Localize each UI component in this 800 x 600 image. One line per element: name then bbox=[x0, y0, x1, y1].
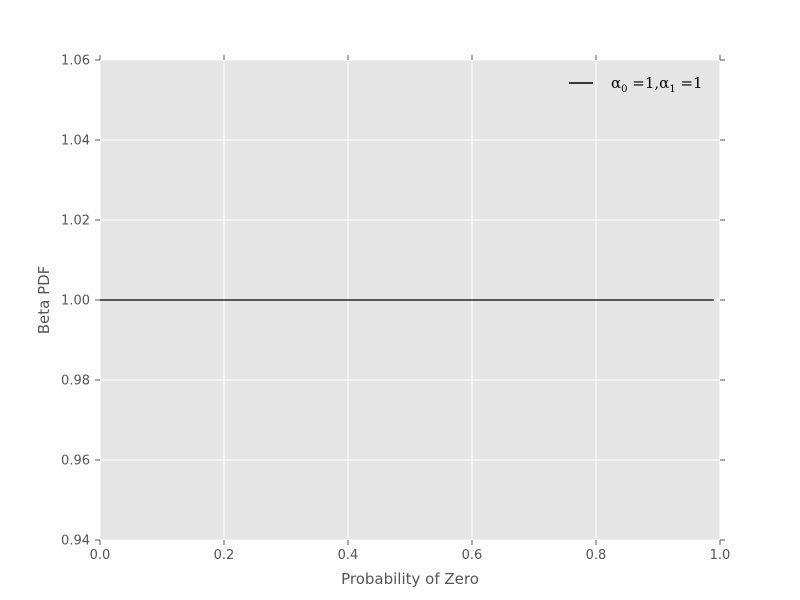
tick-marks bbox=[95, 55, 725, 545]
y-axis-label: Beta PDF bbox=[35, 266, 53, 335]
x-tick-label: 0.4 bbox=[338, 548, 359, 563]
y-tick-label: 1.02 bbox=[61, 214, 90, 229]
x-tick-label: 0.8 bbox=[586, 548, 607, 563]
x-tick-label: 0.6 bbox=[462, 548, 483, 563]
y-tick-label: 1.00 bbox=[61, 294, 90, 309]
x-axis-label: Probability of Zero bbox=[341, 570, 479, 588]
y-tick-label: 0.94 bbox=[61, 534, 90, 549]
y-tick-labels: 0.94 0.96 0.98 1.00 1.02 1.04 1.06 bbox=[61, 54, 90, 549]
y-tick-label: 0.98 bbox=[61, 374, 90, 389]
y-tick-label: 1.04 bbox=[61, 134, 90, 149]
legend: α0 =1,α1 =1 bbox=[569, 74, 703, 95]
x-tick-labels: 0.0 0.2 0.4 0.6 0.8 1.0 bbox=[90, 548, 731, 563]
x-tick-label: 0.2 bbox=[214, 548, 235, 563]
y-tick-label: 0.96 bbox=[61, 454, 90, 469]
x-tick-label: 0.0 bbox=[90, 548, 111, 563]
legend-entry: α0 =1,α1 =1 bbox=[611, 74, 703, 95]
y-tick-label: 1.06 bbox=[61, 54, 90, 69]
x-tick-label: 1.0 bbox=[710, 548, 731, 563]
